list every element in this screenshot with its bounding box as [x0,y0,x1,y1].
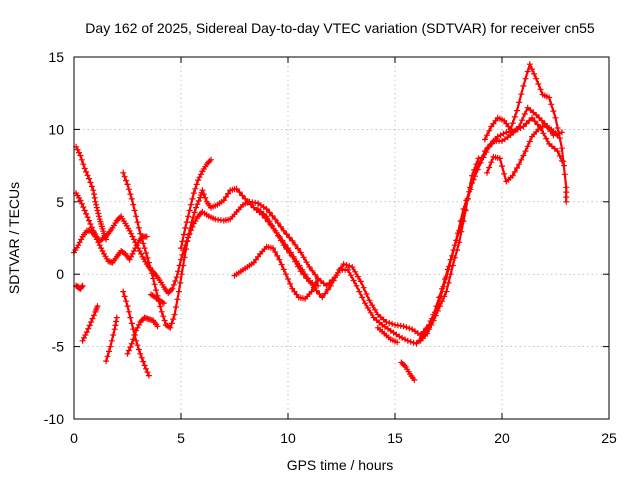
data-point-markers [417,155,482,344]
series-sat-n [374,324,401,346]
x-axis-label: GPS time / hours [287,457,394,473]
y-tick-label: 0 [56,266,64,282]
series-sat-k [178,156,214,252]
axis-ticks: 0 5 10 15 20 25 -10 -5 0 5 10 15 [44,49,617,446]
grid [74,57,609,419]
series-sat-f [103,314,120,365]
data-point-markers [255,206,321,289]
y-tick-label: -5 [52,339,65,355]
series-track [179,158,213,250]
data-point-markers [231,243,321,302]
data-point-markers [73,114,568,338]
series-sat-j [148,291,167,307]
x-tick-label: 15 [387,430,403,446]
data-point-markers [484,122,561,185]
y-axis-label: SDTVAR / TECUs [6,182,22,294]
data-point-markers [103,314,120,365]
series-sat-d [73,282,86,292]
plot-frame [73,56,610,420]
data-point-markers [374,324,401,346]
x-tick-label: 0 [70,430,78,446]
series-sat-a [73,143,110,243]
x-tick-label: 5 [177,430,185,446]
y-tick-label: 10 [48,121,64,137]
data-point-markers [73,143,110,243]
series-track [256,207,320,287]
data-point-markers [178,156,214,252]
data-point-markers [148,291,167,307]
data-series [71,61,570,383]
data-point-markers [79,303,101,344]
series-sat-b [73,114,568,338]
data-point-markers [481,61,570,205]
data-point-markers [398,359,418,383]
series-sat-l [231,243,321,302]
series-sat-e [79,303,101,344]
y-tick-label: -10 [44,411,64,427]
series-track [75,116,566,337]
series-sat-r [484,122,561,185]
series-track [419,157,480,342]
data-point-markers [120,104,565,347]
series-track [400,361,416,381]
y-tick-label: 15 [48,49,64,65]
series-sat-o [398,359,418,383]
series-sat-p [417,155,482,344]
series-sat-m [255,206,321,289]
x-tick-label: 20 [494,430,510,446]
chart-title: Day 162 of 2025, Sidereal Day-to-day VTE… [85,20,595,36]
data-point-markers [73,282,86,292]
x-tick-label: 25 [601,430,617,446]
series-track [485,124,559,183]
series-sat-q [481,61,570,205]
data-point-markers [124,314,161,357]
x-tick-label: 10 [280,430,296,446]
series-sat-i [124,314,161,357]
y-tick-label: 5 [56,194,64,210]
